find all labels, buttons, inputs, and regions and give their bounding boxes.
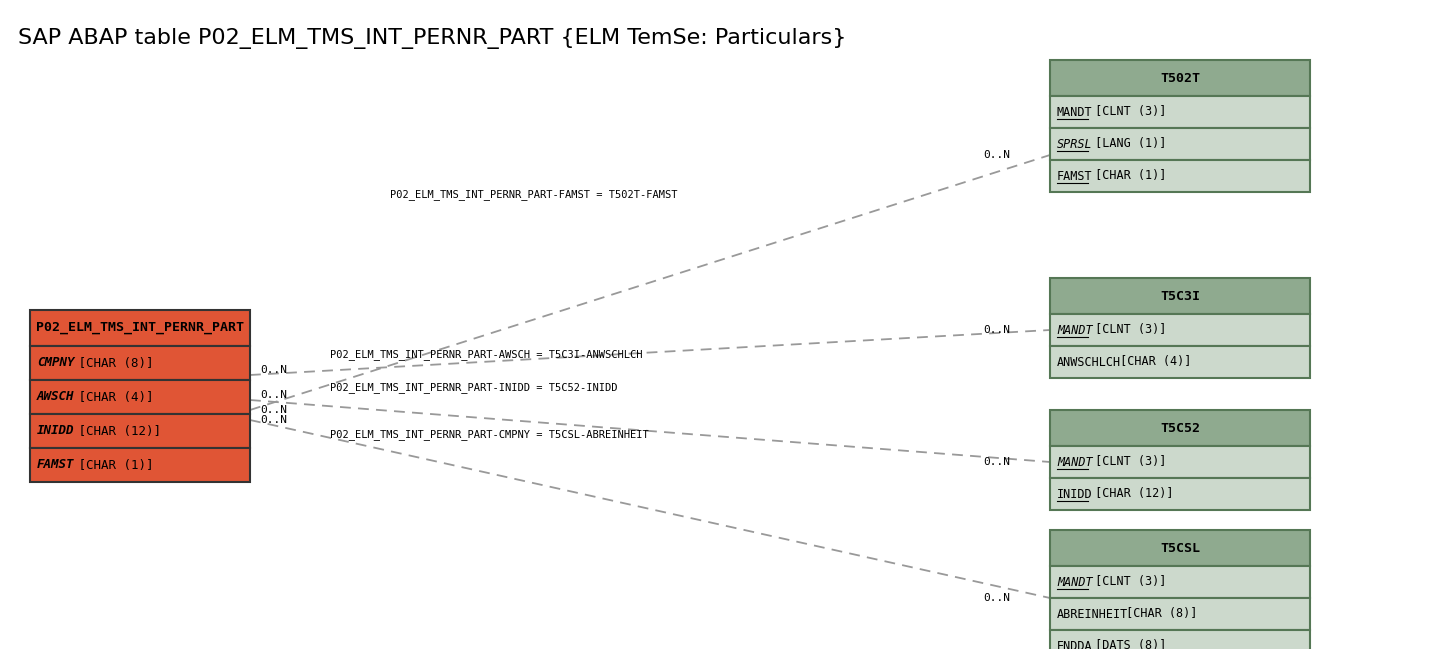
Text: [DATS (8)]: [DATS (8)] (1088, 639, 1166, 649)
Text: INIDD: INIDD (37, 424, 75, 437)
Text: P02_ELM_TMS_INT_PERNR_PART-CMPNY = T5CSL-ABREINHEIT: P02_ELM_TMS_INT_PERNR_PART-CMPNY = T5CSL… (330, 430, 649, 441)
Text: SPRSL: SPRSL (1058, 138, 1092, 151)
Text: [LANG (1)]: [LANG (1)] (1088, 138, 1166, 151)
Text: P02_ELM_TMS_INT_PERNR_PART-INIDD = T5C52-INIDD: P02_ELM_TMS_INT_PERNR_PART-INIDD = T5C52… (330, 382, 618, 393)
Text: 0..N: 0..N (259, 415, 287, 425)
Text: [CLNT (3)]: [CLNT (3)] (1088, 576, 1166, 589)
Text: [CHAR (8)]: [CHAR (8)] (72, 356, 153, 369)
Bar (1050, 598, 1310, 630)
Text: ANWSCHLCH: ANWSCHLCH (1058, 356, 1121, 369)
Bar (1050, 278, 1310, 314)
Bar (1050, 314, 1310, 346)
Text: 0..N: 0..N (983, 150, 1010, 160)
Text: [CLNT (3)]: [CLNT (3)] (1088, 106, 1166, 119)
Text: INIDD: INIDD (1058, 487, 1092, 500)
Bar (30, 448, 249, 482)
Bar (1050, 478, 1310, 510)
Bar (30, 414, 249, 448)
Bar (1050, 446, 1310, 478)
Text: 0..N: 0..N (983, 593, 1010, 603)
Text: FAMST: FAMST (1058, 169, 1092, 182)
Bar (1050, 160, 1310, 192)
Text: 0..N: 0..N (259, 390, 287, 400)
Text: ABREINHEIT: ABREINHEIT (1058, 607, 1128, 620)
Bar (30, 310, 249, 346)
Bar (1050, 346, 1310, 378)
Text: MANDT: MANDT (1058, 106, 1092, 119)
Text: CMPNY: CMPNY (37, 356, 75, 369)
Text: [CHAR (4)]: [CHAR (4)] (1113, 356, 1191, 369)
Text: [CHAR (1)]: [CHAR (1)] (1088, 169, 1166, 182)
Text: T5C3I: T5C3I (1159, 289, 1199, 302)
Text: ENDDA: ENDDA (1058, 639, 1092, 649)
Text: T5C52: T5C52 (1159, 421, 1199, 434)
Text: P02_ELM_TMS_INT_PERNR_PART: P02_ELM_TMS_INT_PERNR_PART (36, 321, 244, 334)
Text: SAP ABAP table P02_ELM_TMS_INT_PERNR_PART {ELM TemSe: Particulars}: SAP ABAP table P02_ELM_TMS_INT_PERNR_PAR… (19, 28, 847, 49)
Text: T502T: T502T (1159, 71, 1199, 84)
Text: 0..N: 0..N (983, 325, 1010, 335)
Bar (1050, 566, 1310, 598)
Text: MANDT: MANDT (1058, 576, 1092, 589)
Bar (1050, 128, 1310, 160)
Bar (1050, 60, 1310, 96)
Text: [CHAR (12)]: [CHAR (12)] (1088, 487, 1174, 500)
Text: MANDT: MANDT (1058, 456, 1092, 469)
Text: P02_ELM_TMS_INT_PERNR_PART-AWSCH = T5C3I-ANWSCHLCH: P02_ELM_TMS_INT_PERNR_PART-AWSCH = T5C3I… (330, 350, 642, 360)
Bar (1050, 630, 1310, 649)
Bar (1050, 530, 1310, 566)
Text: MANDT: MANDT (1058, 323, 1092, 336)
Bar (1050, 96, 1310, 128)
Text: [CHAR (12)]: [CHAR (12)] (72, 424, 160, 437)
Bar (1050, 410, 1310, 446)
Text: AWSCH: AWSCH (37, 391, 75, 404)
Text: [CLNT (3)]: [CLNT (3)] (1088, 456, 1166, 469)
Text: [CHAR (1)]: [CHAR (1)] (72, 458, 153, 472)
Text: 0..N: 0..N (259, 405, 287, 415)
Bar (30, 346, 249, 380)
Text: [CLNT (3)]: [CLNT (3)] (1088, 323, 1166, 336)
Text: 0..N: 0..N (259, 365, 287, 375)
Text: FAMST: FAMST (37, 458, 75, 472)
Text: P02_ELM_TMS_INT_PERNR_PART-FAMST = T502T-FAMST: P02_ELM_TMS_INT_PERNR_PART-FAMST = T502T… (390, 190, 678, 201)
Text: [CHAR (4)]: [CHAR (4)] (72, 391, 153, 404)
Text: [CHAR (8)]: [CHAR (8)] (1119, 607, 1198, 620)
Text: 0..N: 0..N (983, 457, 1010, 467)
Bar (30, 380, 249, 414)
Text: T5CSL: T5CSL (1159, 541, 1199, 554)
